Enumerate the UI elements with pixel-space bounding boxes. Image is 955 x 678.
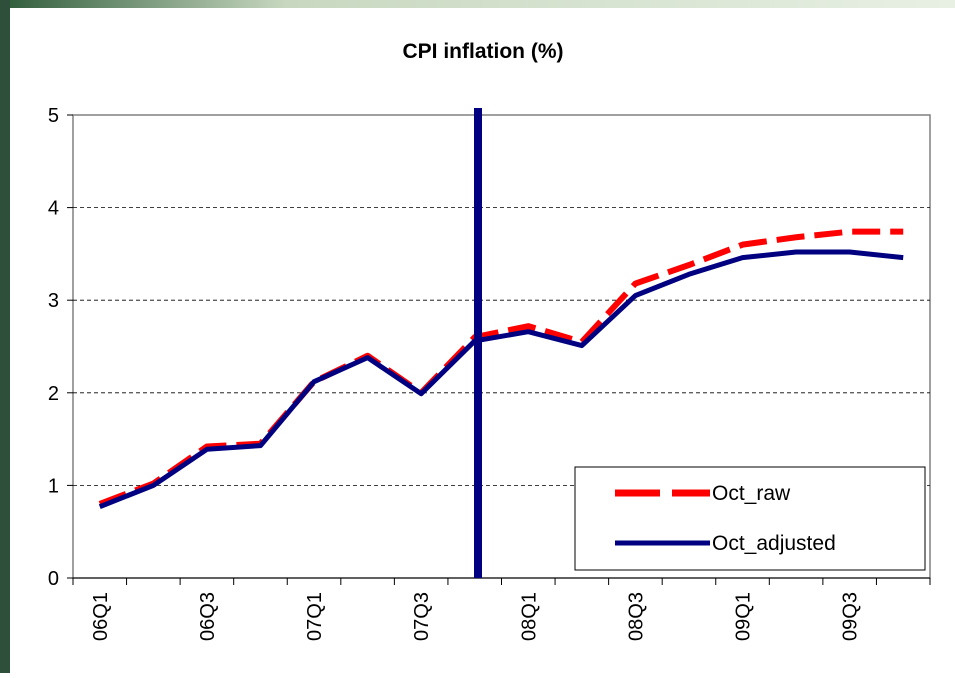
y-tick-label: 1	[48, 475, 59, 497]
x-tick-label: 09Q1	[733, 592, 755, 641]
slide-left-strip	[0, 0, 10, 673]
legend-label: Oct_adjusted	[712, 532, 836, 555]
slide-top-strip	[0, 0, 955, 8]
y-tick-label: 3	[48, 290, 59, 312]
x-tick-label: 08Q3	[625, 592, 647, 641]
x-tick-label: 07Q3	[411, 592, 433, 641]
legend-box	[574, 466, 926, 571]
y-tick-label: 4	[48, 198, 59, 220]
legend-label: Oct_raw	[712, 482, 791, 505]
y-tick-label: 2	[48, 383, 59, 405]
series-line	[98, 249, 904, 510]
y-tick-label: 5	[48, 105, 59, 127]
x-tick-label: 09Q3	[840, 592, 862, 641]
x-tick-label: 06Q1	[90, 592, 112, 641]
y-tick-label: 0	[48, 568, 59, 590]
series-line	[98, 228, 904, 507]
x-tick-label: 08Q1	[518, 592, 540, 641]
x-tick-label: 07Q1	[304, 592, 326, 641]
chart-title: CPI inflation (%)	[403, 40, 564, 63]
x-tick-label: 06Q3	[197, 592, 219, 641]
